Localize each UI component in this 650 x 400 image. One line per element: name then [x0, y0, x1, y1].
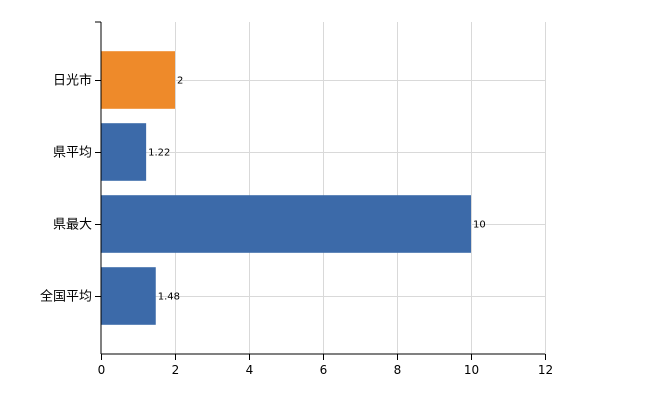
x-tick-label-2: 4	[246, 363, 254, 377]
bar-3	[101, 267, 156, 325]
bar-2	[101, 195, 471, 253]
labels: 0 2 4 6 8 10 12 日光市 2 県平均 1.22 県最大 10 全国平均 1.48	[40, 73, 553, 378]
bar-0	[101, 51, 175, 109]
category-label-1: 県平均	[53, 146, 92, 161]
category-label-3: 全国平均	[40, 289, 92, 305]
axes	[95, 21, 546, 360]
value-label-3: 1.48	[158, 292, 180, 303]
x-tick-label-3: 6	[320, 363, 328, 377]
value-label-1: 1.22	[148, 148, 170, 159]
value-label-0: 2	[177, 76, 183, 87]
x-tick-label-1: 2	[172, 363, 180, 377]
x-tick-label-0: 0	[98, 363, 106, 377]
category-label-0: 日光市	[53, 73, 92, 89]
x-tick-label-5: 10	[464, 363, 479, 377]
category-label-2: 県最大	[53, 218, 92, 233]
x-tick-label-6: 12	[538, 363, 553, 377]
bars	[101, 51, 471, 325]
x-tick-label-4: 8	[394, 363, 402, 377]
bar-1	[101, 123, 147, 181]
value-label-2: 10	[473, 220, 486, 231]
